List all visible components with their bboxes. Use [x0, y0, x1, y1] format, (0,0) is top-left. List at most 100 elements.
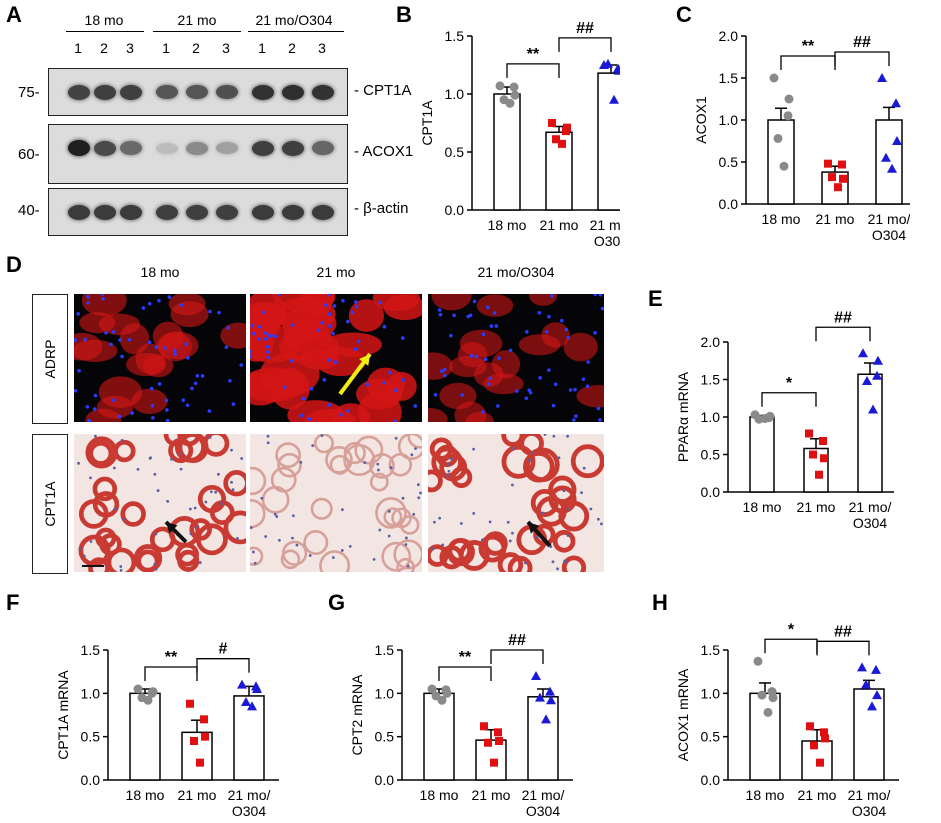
data-point-triangle: [545, 686, 555, 696]
y-tick-label: 1.0: [701, 409, 721, 425]
nucleus-dot: [256, 337, 261, 341]
x-tick-label-line: 18 mo: [762, 211, 801, 227]
nucleus-dot: [251, 331, 256, 336]
x-tick-label-line: 21 mo: [797, 499, 836, 515]
significance-label: ##: [834, 309, 852, 326]
data-point-circle: [505, 98, 515, 108]
data-point-circle: [768, 693, 778, 703]
nucleus-dot: [275, 515, 279, 518]
nucleus-dot: [311, 444, 315, 448]
significance-label: **: [802, 38, 815, 55]
nucleus-dot: [157, 382, 162, 386]
data-point-square: [494, 728, 502, 737]
nucleus-dot: [441, 543, 445, 547]
nucleus-dot: [510, 483, 514, 487]
y-tick-label: 1.5: [701, 642, 721, 658]
blot-group-underline: [153, 31, 241, 32]
nucleus-dot: [118, 338, 122, 342]
data-point-triangle: [858, 348, 868, 358]
nucleus-dot: [208, 309, 212, 314]
lipid-stain: [170, 301, 209, 328]
nucleus-dot: [547, 368, 551, 372]
bar-chart-b-cpt1a: 0.0 0.5 1.0 1.5 CPT1A 18 mo 21 mo 21 mo/O304 ** #…: [420, 20, 620, 249]
tubule: [354, 435, 384, 465]
nucleus-dot: [179, 303, 184, 307]
bar: [597, 72, 620, 211]
nucleus-dot: [154, 567, 158, 571]
nucleus-dot: [154, 345, 159, 349]
tubule: [223, 510, 246, 545]
nucleus-dot: [141, 306, 146, 310]
molecular-weight-marker: 40-: [18, 202, 40, 219]
nucleus-dot: [172, 348, 177, 353]
nucleus-dot: [515, 389, 519, 393]
nucleus-dot: [547, 314, 551, 319]
x-tick-label: 18 mo: [746, 787, 785, 803]
data-point-circle: [765, 411, 775, 421]
x-tick-label: 21 mo: [540, 217, 579, 233]
nucleus-dot: [416, 483, 420, 487]
nucleus-dot: [331, 331, 335, 336]
y-tick-label: 1.5: [445, 28, 465, 44]
tubule: [250, 546, 264, 566]
blot-group-underline: [66, 31, 144, 32]
tubule: [325, 446, 353, 474]
tubule: [310, 497, 333, 520]
nucleus-dot: [535, 535, 538, 539]
nucleus-dot: [442, 367, 447, 372]
lipid-stain: [357, 391, 402, 422]
micrograph-row-label-text: CPT1A: [42, 481, 58, 527]
data-point-square: [815, 470, 823, 479]
nucleus-dot: [104, 331, 108, 335]
indicator-arrowhead: [528, 522, 540, 534]
nucleus-dot: [401, 378, 406, 382]
cpt1a-ihc-image-21mo: [250, 434, 422, 572]
nucleus-dot: [472, 447, 475, 451]
nucleus-dot: [568, 388, 573, 392]
nucleus-dot: [240, 457, 244, 460]
significance-label: ##: [834, 623, 852, 640]
nucleus-dot: [166, 499, 170, 503]
data-point-circle: [427, 684, 437, 694]
lipid-stain: [563, 332, 598, 362]
blot-band: [120, 141, 142, 155]
blot-band: [156, 142, 178, 154]
lipid-stain: [465, 411, 494, 422]
nucleus-dot: [87, 418, 92, 422]
tubule: [189, 518, 212, 541]
nucleus-dot: [179, 467, 183, 471]
nucleus-dot: [181, 398, 186, 402]
nucleus-dot: [492, 311, 497, 315]
y-tick-label: 1.5: [375, 642, 395, 658]
data-point-triangle: [535, 692, 545, 702]
nucleus-dot: [204, 500, 208, 504]
data-point-circle: [133, 684, 143, 694]
nucleus-dot: [593, 331, 597, 335]
y-tick-label: 1.5: [719, 70, 739, 86]
x-tick-label: 21 mo/O304: [868, 211, 910, 243]
nucleus-dot: [544, 330, 549, 334]
nucleus-dot: [449, 457, 453, 461]
data-point-square: [563, 123, 571, 132]
nucleus-dot: [378, 300, 383, 305]
data-point-square: [821, 734, 829, 743]
nucleus-dot: [86, 294, 90, 299]
nucleus-dot: [394, 388, 398, 392]
tubule: [136, 549, 160, 572]
tubule: [570, 444, 604, 479]
lipid-stain: [220, 322, 246, 349]
adrp-image-18mo: [74, 294, 246, 422]
x-tick-label-line: 21 mo/: [849, 499, 892, 515]
nucleus-dot: [185, 403, 190, 408]
y-tick-label: 1.5: [81, 642, 101, 658]
nucleus-dot: [447, 469, 451, 473]
tubule: [92, 476, 118, 502]
x-tick-label-line: 21 mo: [816, 211, 855, 227]
nucleus-dot: [524, 396, 529, 401]
bar: [749, 692, 781, 781]
nucleus-dot: [307, 417, 312, 421]
lipid-stain: [81, 294, 127, 317]
data-point-triangle: [541, 714, 551, 724]
nucleus-dot: [273, 334, 278, 338]
tubule: [223, 470, 246, 497]
